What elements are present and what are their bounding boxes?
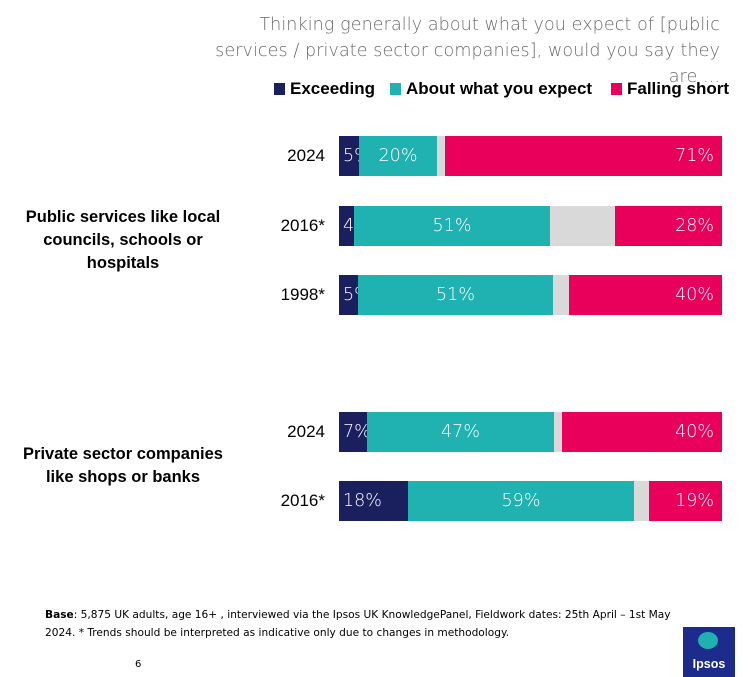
data-label: 19% (675, 491, 714, 511)
legend-item-about-what-you-expect: About what you expect (390, 79, 592, 99)
data-label: 28% (675, 216, 714, 236)
data-label: 20% (378, 146, 418, 166)
bar-segment-falling-short (562, 412, 722, 452)
bar-segment-falling-short (569, 275, 722, 315)
legend-swatch (390, 83, 401, 95)
bar-segment-falling-short (615, 206, 722, 246)
year-label: 2016* (280, 491, 325, 510)
bar-segment-about-what-you-expect (408, 481, 634, 521)
legend-swatch (611, 83, 622, 95)
ipsos-logo: Ipsos (683, 627, 735, 677)
bar-row: 5% 51% 40% (339, 275, 722, 315)
group-label-public-services: Public services like local councils, sch… (25, 208, 221, 272)
bar-segment-about-what-you-expect (359, 136, 437, 176)
logo-text: Ipsos (692, 657, 726, 671)
legend-label: Exceeding (290, 79, 376, 98)
bar-row: 4%51%28% (339, 206, 722, 246)
bar-segment-falling-short (445, 136, 722, 176)
data-label: 18% (343, 491, 382, 511)
bar-segment-falling-short (649, 481, 722, 521)
data-label: 51% (436, 285, 475, 305)
legend-label: About what you expect (406, 79, 593, 98)
data-label: 51% (432, 216, 472, 236)
bar-segment-other (553, 275, 569, 315)
bar-row: 18% 59% 19% (339, 481, 722, 521)
bar-segment-about-what-you-expect (354, 206, 550, 246)
legend: Exceeding About what you expect Falling … (0, 79, 748, 101)
data-label: 59% (501, 491, 541, 511)
logo-mark-icon (698, 632, 718, 649)
bar-segment-exceeding (339, 412, 367, 452)
year-label: 2024 (287, 422, 325, 441)
year-label: 1998* (280, 285, 325, 304)
year-label: 2016* (280, 216, 325, 235)
legend-item-exceeding: Exceeding (274, 79, 375, 99)
data-label: 40% (675, 422, 714, 442)
data-label: 47% (441, 422, 480, 442)
base-label: Base (45, 609, 74, 621)
group-label-private-sector: Private sector companies like shops or b… (23, 445, 223, 486)
bar-row: 7% 47% 40% (339, 412, 722, 452)
bar-segment-about-what-you-expect (367, 412, 554, 452)
bar-segment-other (634, 481, 649, 521)
bar-row: 5% 20% 71% (339, 136, 722, 176)
bar-segment-exceeding (339, 206, 354, 246)
bar-segment-other (550, 206, 615, 246)
legend-swatch (274, 83, 285, 95)
year-label: 2024 (287, 146, 325, 165)
data-label: 40% (675, 285, 714, 305)
data-label: 7% (343, 422, 371, 442)
chart-title: Thinking generally about what you expect… (215, 15, 720, 87)
bar-segment-exceeding (339, 275, 358, 315)
bar-segment-exceeding (339, 481, 408, 521)
legend-label: Falling short (627, 79, 729, 98)
legend-item-falling-short: Falling short (611, 79, 729, 99)
base-text: : 5,875 UK adults, age 16+ , interviewed… (45, 609, 671, 639)
bar-segment-exceeding (339, 136, 359, 176)
bar-segment-other (554, 412, 562, 452)
base-note: Base: 5,875 UK adults, age 16+ , intervi… (45, 606, 685, 642)
page-number: 6 (135, 659, 142, 670)
bar-segment-other (437, 136, 445, 176)
data-label: 71% (675, 146, 714, 166)
bar-segment-about-what-you-expect (358, 275, 553, 315)
